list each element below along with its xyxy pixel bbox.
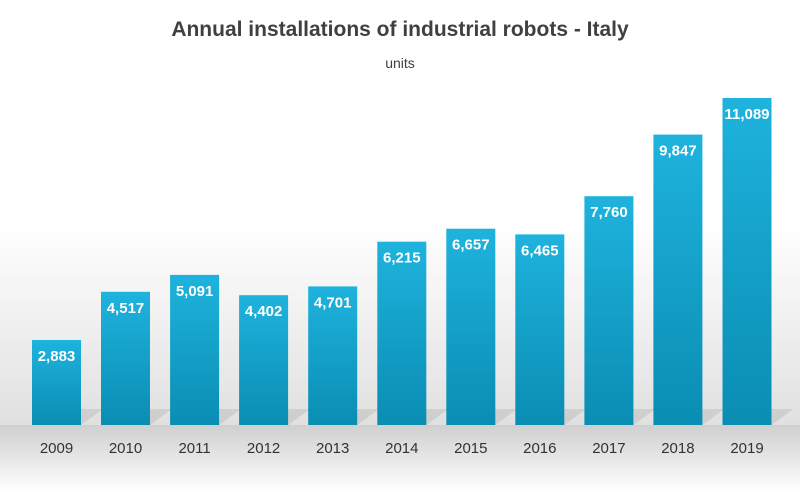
bar-series: 2,883 4,517 5,091 4,402 4,701 6,215 6,657 6,465… bbox=[32, 98, 794, 425]
bar-value-label: 4,701 bbox=[314, 294, 352, 311]
chart-subtitle: units bbox=[385, 55, 415, 71]
x-tick-label: 2009 bbox=[40, 440, 73, 457]
bar-2013 bbox=[308, 286, 358, 425]
bar-2011 bbox=[170, 274, 220, 425]
bar-2009 bbox=[32, 340, 81, 425]
bar-2010 bbox=[101, 291, 150, 425]
bar-value-label: 4,517 bbox=[107, 300, 145, 317]
x-tick-label: 2013 bbox=[316, 440, 349, 457]
x-tick-label: 2019 bbox=[730, 440, 763, 457]
x-tick-label: 2014 bbox=[385, 440, 418, 457]
bar-2015 bbox=[446, 228, 496, 425]
x-tick-label: 2016 bbox=[523, 440, 556, 457]
bar-2012 bbox=[239, 295, 289, 425]
bar-value-label: 11,089 bbox=[724, 106, 769, 123]
x-tick-label: 2012 bbox=[247, 440, 280, 457]
bar-2014 bbox=[377, 241, 427, 425]
x-tick-label: 2017 bbox=[592, 440, 625, 457]
bar-value-label: 4,402 bbox=[245, 303, 283, 320]
chart-floor bbox=[0, 425, 800, 493]
bar-2018 bbox=[653, 134, 703, 425]
bar-2017 bbox=[584, 196, 634, 425]
x-axis-tick-labels: 2009 2010 2011 2012 2013 2014 2015 2016 2017 2018… bbox=[40, 440, 764, 457]
bar-value-label: 2,883 bbox=[38, 348, 76, 365]
x-tick-label: 2010 bbox=[109, 440, 142, 457]
bar-value-label: 6,215 bbox=[383, 250, 421, 267]
x-tick-label: 2018 bbox=[661, 440, 694, 457]
x-tick-label: 2015 bbox=[454, 440, 487, 457]
bar-value-label: 7,760 bbox=[590, 204, 628, 221]
bar-value-label: 9,847 bbox=[659, 143, 697, 160]
bar-value-label: 6,465 bbox=[521, 242, 559, 259]
chart-title: Annual installations of industrial robot… bbox=[171, 18, 629, 41]
bar-2016 bbox=[515, 234, 565, 425]
bar-value-label: 6,657 bbox=[452, 237, 490, 254]
bar-value-label: 5,091 bbox=[176, 283, 214, 300]
bar-2019 bbox=[722, 98, 772, 425]
x-tick-label: 2011 bbox=[178, 440, 210, 457]
